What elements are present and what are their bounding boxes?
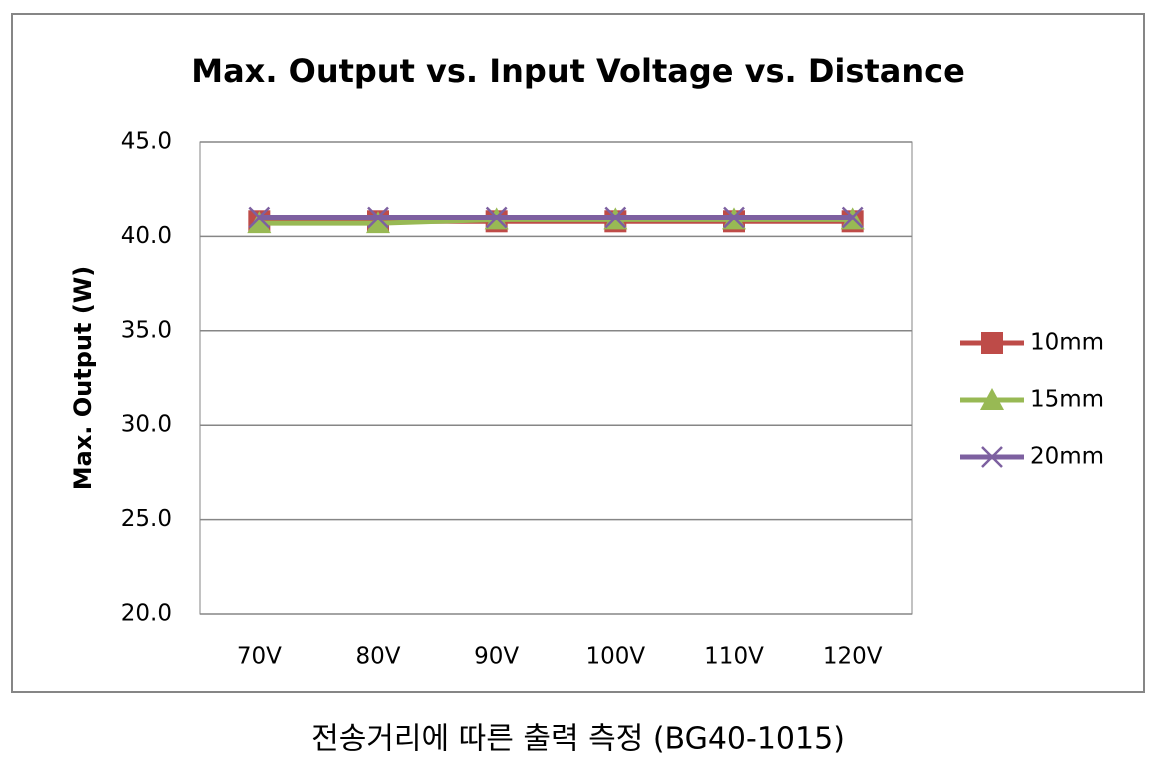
data-point	[485, 206, 508, 229]
x-tick-label: 80V	[355, 644, 400, 670]
data-point	[366, 211, 390, 234]
data-point	[841, 206, 864, 229]
legend-label: 20mm	[1030, 444, 1104, 470]
data-point	[247, 211, 272, 234]
x-tick-label: 110V	[704, 644, 764, 670]
chart-frame	[11, 13, 1145, 693]
legend-marker	[980, 388, 1004, 410]
y-tick-label: 45.0	[121, 129, 172, 155]
x-tick-label: 70V	[237, 644, 282, 670]
legend-label: 10mm	[1030, 330, 1104, 356]
legend-marker	[981, 446, 1003, 468]
x-tick-label: 90V	[474, 644, 519, 670]
x-tick-label: 100V	[586, 644, 646, 670]
y-tick-label: 35.0	[121, 317, 172, 343]
y-tick-label: 25.0	[121, 506, 172, 532]
data-point	[367, 206, 389, 229]
x-tick-label: 120V	[823, 644, 883, 670]
y-tick-label: 30.0	[121, 412, 172, 438]
caption: 전송거리에 따른 출력 측정 (BG40-1015)	[311, 722, 845, 757]
legend-marker	[981, 332, 1003, 354]
y-axis-label: Max. Output (W)	[69, 266, 97, 491]
data-point	[723, 206, 745, 229]
chart-title: Max. Output vs. Input Voltage vs. Distan…	[191, 52, 965, 90]
y-tick-label: 20.0	[121, 601, 172, 627]
data-point	[604, 206, 627, 229]
legend-label: 15mm	[1030, 387, 1104, 413]
y-tick-label: 40.0	[121, 223, 172, 249]
data-point	[248, 206, 271, 229]
